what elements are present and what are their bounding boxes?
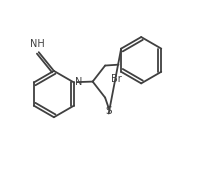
Text: Br: Br (111, 73, 122, 84)
Text: S: S (105, 106, 112, 116)
Text: N: N (75, 77, 82, 87)
Text: NH: NH (30, 39, 45, 49)
